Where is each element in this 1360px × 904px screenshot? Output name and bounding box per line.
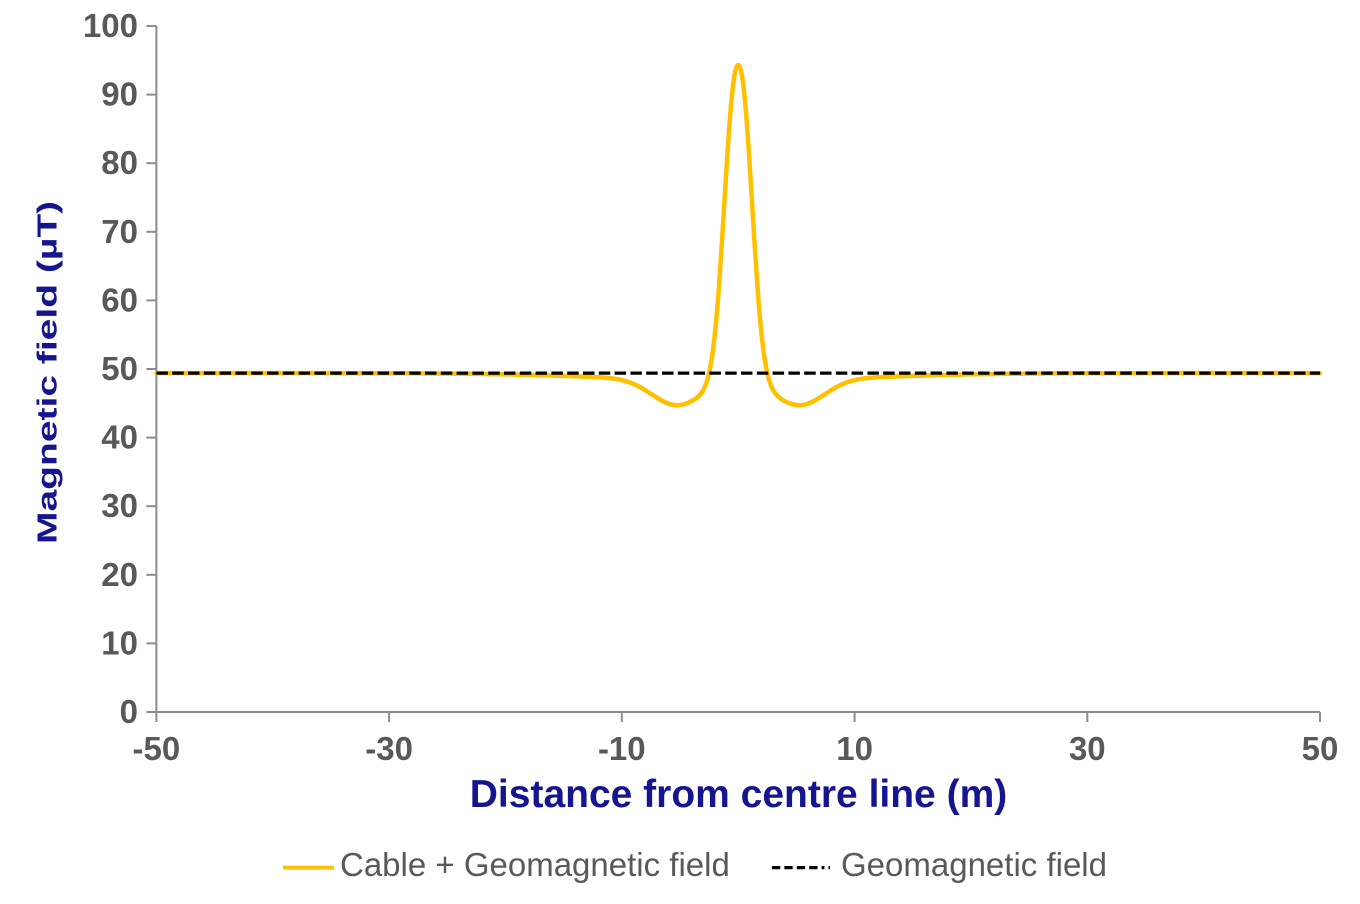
svg-text:30: 30 [101,487,138,524]
svg-text:30: 30 [1069,730,1106,767]
svg-text:-50: -50 [133,730,181,767]
svg-text:10: 10 [101,624,138,661]
svg-text:-30: -30 [365,730,413,767]
svg-text:-10: -10 [598,730,646,767]
svg-text:60: 60 [101,281,138,318]
svg-text:0: 0 [120,693,138,730]
svg-text:90: 90 [101,76,138,113]
svg-text:10: 10 [836,730,873,767]
svg-text:100: 100 [83,7,138,44]
svg-text:50: 50 [1302,730,1339,767]
svg-text:20: 20 [101,556,138,593]
svg-text:80: 80 [101,144,138,181]
svg-text:70: 70 [101,213,138,250]
svg-text:40: 40 [101,419,138,456]
svg-text:50: 50 [101,350,138,387]
